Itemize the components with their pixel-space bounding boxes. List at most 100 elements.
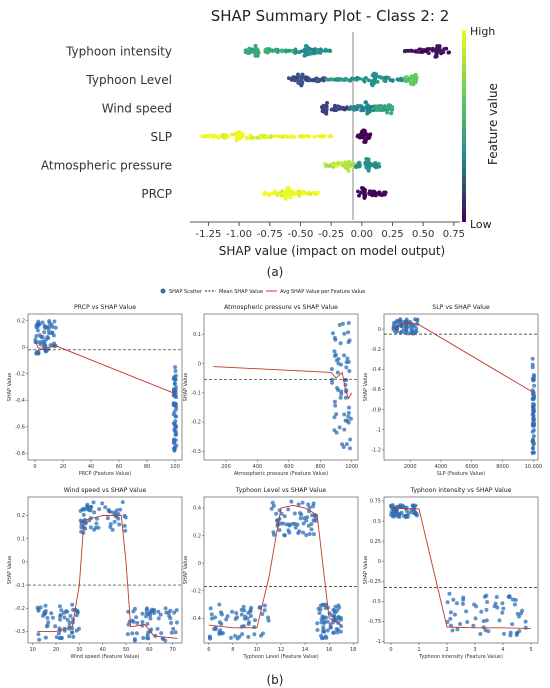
summary-point <box>329 107 334 112</box>
shap-scatter-point <box>530 362 535 367</box>
x-tick-label: 1 <box>417 647 420 653</box>
shap-scatter-point <box>298 511 303 516</box>
subplot-x-label: Wind speed (Feature Value) <box>71 654 140 660</box>
shap-scatter-point <box>151 608 156 613</box>
y-tick-label: 0.2 <box>17 513 25 519</box>
shap-scatter-point <box>344 365 349 370</box>
shap-scatter-point <box>81 512 86 517</box>
y-tick-label: -0.4 <box>191 616 201 622</box>
x-tick-label: 3 <box>473 647 476 653</box>
subplot-frame <box>203 313 359 461</box>
shap-scatter-point <box>43 603 48 608</box>
shap-scatter-point <box>125 632 130 637</box>
x-tick-label: 8 <box>231 647 234 653</box>
summary-point <box>245 136 249 141</box>
shap-scatter-point <box>144 607 149 612</box>
summary-point <box>304 75 308 80</box>
x-tick-label: 70 <box>169 647 175 653</box>
shap-scatter-point <box>330 331 335 336</box>
x-tick-label: 600 <box>284 464 294 470</box>
x-tick-label: 200 <box>221 464 231 470</box>
y-tick-label: -0.25 <box>368 579 381 585</box>
colorbar-label: Feature value <box>486 83 500 165</box>
summary-point <box>365 161 370 166</box>
shap-scatter-point <box>530 429 535 434</box>
shap-scatter-point <box>323 634 328 639</box>
shap-scatter-point <box>239 607 244 612</box>
shap-scatter-point <box>172 610 177 615</box>
summary-point <box>297 79 302 84</box>
shap-scatter-point <box>97 507 102 512</box>
y-tick-label: -0.2 <box>191 420 201 426</box>
shap-scatter-point <box>42 340 47 345</box>
shap-scatter-point <box>306 502 311 507</box>
colorbar-high-label: High <box>470 25 495 38</box>
shap-scatter-point <box>339 624 344 629</box>
y-tick-label: 0.1 <box>193 332 201 338</box>
y-tick-label: -0.3 <box>15 629 25 635</box>
shap-scatter-point <box>448 616 453 621</box>
shap-scatter-point <box>458 622 463 627</box>
summary-point <box>250 135 254 140</box>
shap-scatter-point <box>497 618 502 623</box>
shap-scatter-point <box>409 327 414 332</box>
summary-point <box>279 48 284 53</box>
y-tick-label: 0 <box>198 561 201 567</box>
shap-scatter-point <box>228 635 233 640</box>
shap-scatter-point <box>34 334 39 339</box>
summary-point <box>405 48 410 53</box>
shap-scatter-point <box>398 317 403 322</box>
summary-point <box>273 47 278 52</box>
shap-scatter-point <box>158 612 163 617</box>
shap-scatter-point <box>246 635 251 640</box>
shap-scatter-point <box>49 611 54 616</box>
shap-scatter-point <box>481 619 486 624</box>
shap-scatter-point <box>277 527 282 532</box>
x-tick-label: 40 <box>99 647 105 653</box>
summary-point <box>270 191 275 196</box>
summary-point <box>212 133 216 138</box>
shap-scatter-point <box>493 601 498 606</box>
x-tick-label: 16 <box>326 647 332 653</box>
subplot-y-label: SHAP Value <box>7 373 13 402</box>
summary-point <box>302 134 307 139</box>
summary-point <box>259 134 263 139</box>
shap-scatter-point <box>173 365 178 370</box>
summary-point <box>300 72 305 77</box>
shap-scatter-point <box>315 627 320 632</box>
summary-point <box>253 53 258 58</box>
shap-scatter-point <box>248 609 253 614</box>
shap-scatter-point <box>447 591 452 596</box>
summary-point <box>357 193 361 198</box>
shap-scatter-point <box>239 612 244 617</box>
y-tick-label: 0.2 <box>17 318 25 324</box>
x-tick-label: 0.75 <box>443 229 465 240</box>
summary-point <box>290 134 295 139</box>
summary-point <box>263 190 268 195</box>
x-tick-label: 6 <box>207 647 210 653</box>
shap-scatter-point <box>218 628 223 633</box>
shap-scatter-point <box>260 611 265 616</box>
x-tick-label: 1000 <box>345 464 358 470</box>
shap-scatter-point <box>88 508 93 513</box>
shap-scatter-point <box>289 499 294 504</box>
shap-scatter-point <box>45 616 50 621</box>
x-tick-label: 400 <box>253 464 263 470</box>
shap-scatter-point <box>67 620 72 625</box>
x-tick-label: 10 <box>29 647 35 653</box>
summary-point <box>416 48 421 53</box>
x-tick-label: 4 <box>501 647 504 653</box>
y-tick-label: -1 <box>376 427 381 433</box>
summary-point <box>333 104 337 109</box>
summary-point <box>324 104 329 109</box>
shap-scatter-point <box>174 620 179 625</box>
summary-point <box>266 192 271 197</box>
y-tick-label: -0.5 <box>371 599 381 605</box>
shap-scatter-point <box>248 613 253 618</box>
summary-point <box>325 101 330 106</box>
shap-scatter-point <box>62 615 67 620</box>
summary-point <box>296 72 301 77</box>
shap-scatter-point <box>337 323 342 328</box>
summary-point <box>280 189 285 194</box>
shap-scatter-point <box>333 352 338 357</box>
